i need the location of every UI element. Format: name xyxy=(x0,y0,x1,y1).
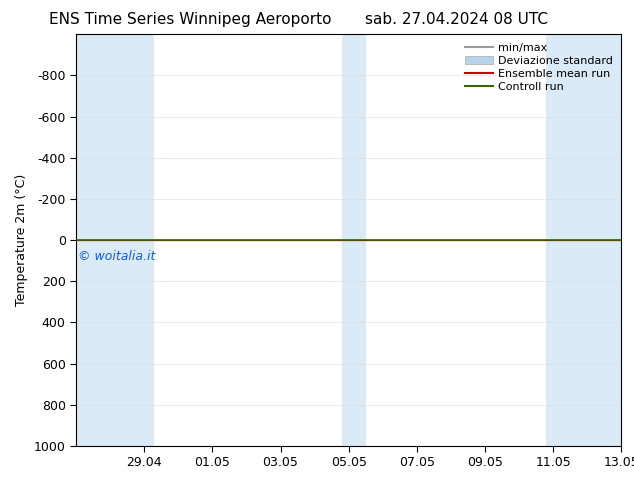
Text: © woitalia.it: © woitalia.it xyxy=(78,250,155,264)
Bar xyxy=(547,34,621,446)
Bar xyxy=(342,34,366,446)
Legend: min/max, Deviazione standard, Ensemble mean run, Controll run: min/max, Deviazione standard, Ensemble m… xyxy=(462,40,616,95)
Y-axis label: Temperature 2m (°C): Temperature 2m (°C) xyxy=(15,174,29,306)
Text: sab. 27.04.2024 08 UTC: sab. 27.04.2024 08 UTC xyxy=(365,12,548,27)
Text: ENS Time Series Winnipeg Aeroporto: ENS Time Series Winnipeg Aeroporto xyxy=(49,12,332,27)
Bar xyxy=(76,34,155,446)
